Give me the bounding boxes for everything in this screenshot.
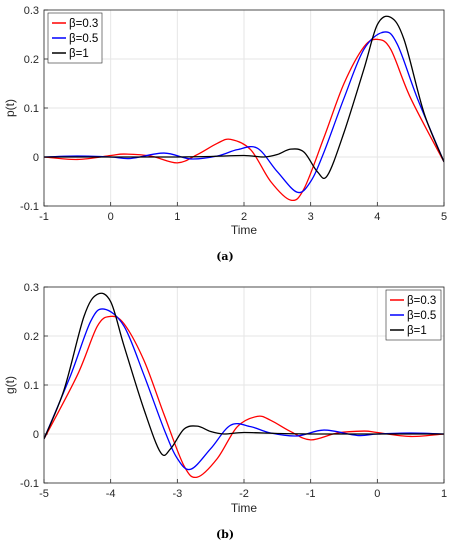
x-tick-label: 1 [441,488,447,500]
series-line-2 [44,31,444,194]
x-axis-label: Time [231,501,258,515]
y-tick-label: 0.2 [24,331,39,343]
legend-label: β=1 [69,48,89,60]
x-tick-label: -3 [172,488,182,500]
y-tick-label: 0.2 [24,54,39,66]
series-line-1 [44,38,444,202]
y-axis-label: g(t) [3,376,17,394]
y-tick-label: 0 [33,152,39,164]
legend-label: β=0.5 [69,33,98,45]
y-tick-label: -0.1 [20,478,39,490]
legend: β=0.3 β=0.5 β=1 [385,289,442,341]
x-tick-label: -1 [39,211,49,223]
x-tick-label: 0 [108,211,114,223]
panel-caption: (b) [216,528,234,541]
legend-label: β=0.5 [407,310,436,322]
x-axis-label: Time [231,223,258,237]
x-tick-label: 5 [441,211,447,223]
y-axis-label: p(t) [3,99,17,117]
chart-panel-b: -5 -4 -3 -2 -1 0 1-0.100.10.20.3Timeg(t)β=0.3β… [3,282,447,541]
x-tick-label: -5 [39,488,49,500]
x-tick-label: 4 [374,211,380,223]
y-tick-label: 0.1 [24,380,39,392]
series-line-3 [44,292,444,456]
x-tick-label: -1 [306,488,316,500]
x-tick-label: 1 [174,211,180,223]
series-line-3 [44,15,444,179]
legend-label: β=1 [407,325,427,337]
x-tick-label: 2 [241,211,247,223]
series-line-1 [44,315,444,479]
axes-box [43,9,445,207]
x-tick-label: 0 [374,488,380,500]
y-tick-label: 0 [33,429,39,441]
panel-caption: (a) [216,250,234,263]
legend-label: β=0.3 [407,295,436,307]
y-tick-label: 0.3 [24,282,39,294]
x-tick-label: -4 [106,488,116,500]
y-tick-label: 0.3 [24,5,39,17]
axes-box [43,286,445,484]
y-tick-label: 0.1 [24,103,39,115]
legend: β=0.3 β=0.5 β=1 [47,12,103,64]
y-tick-label: -0.1 [20,201,39,213]
x-tick-label: 3 [308,211,314,223]
x-tick-label: -2 [239,488,249,500]
series-line-2 [44,308,444,471]
legend-label: β=0.3 [69,18,98,30]
chart-panel-a: -1 0 1 2 3 4 5 -0.1 0 0.1 0.2 0.3 Time p(t) β=0.3 β=0.5… [3,5,447,263]
